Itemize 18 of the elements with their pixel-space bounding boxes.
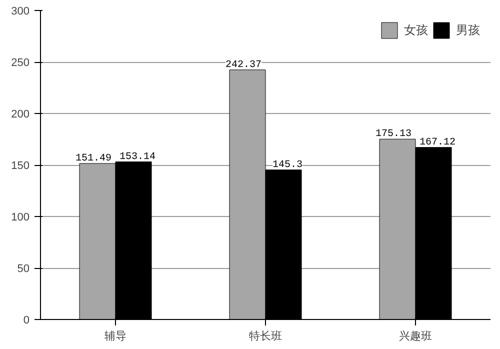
data-label: 242.37 bbox=[225, 60, 262, 71]
y-tick-label: 200 bbox=[11, 108, 30, 120]
data-label: 175.13 bbox=[375, 129, 412, 140]
y-tick-label: 300 bbox=[11, 6, 30, 18]
y-tick-label: 0 bbox=[23, 314, 30, 326]
data-label: 167.12 bbox=[419, 137, 456, 148]
y-tick-label: 150 bbox=[11, 160, 30, 172]
data-label: 151.49 bbox=[75, 153, 112, 164]
data-label: 145.3 bbox=[272, 160, 303, 171]
x-tick-label: 辅导 bbox=[104, 330, 126, 342]
y-tick-label: 50 bbox=[17, 263, 30, 275]
y-tick-label: 100 bbox=[11, 212, 30, 224]
x-tick-label: 兴趣班 bbox=[399, 330, 432, 342]
x-tick-label: 特长班 bbox=[249, 330, 282, 342]
y-tick-label: 250 bbox=[11, 57, 30, 69]
legend-label: 女孩 bbox=[404, 22, 428, 38]
legend-label: 男孩 bbox=[456, 22, 480, 38]
data-label: 153.14 bbox=[119, 152, 156, 163]
